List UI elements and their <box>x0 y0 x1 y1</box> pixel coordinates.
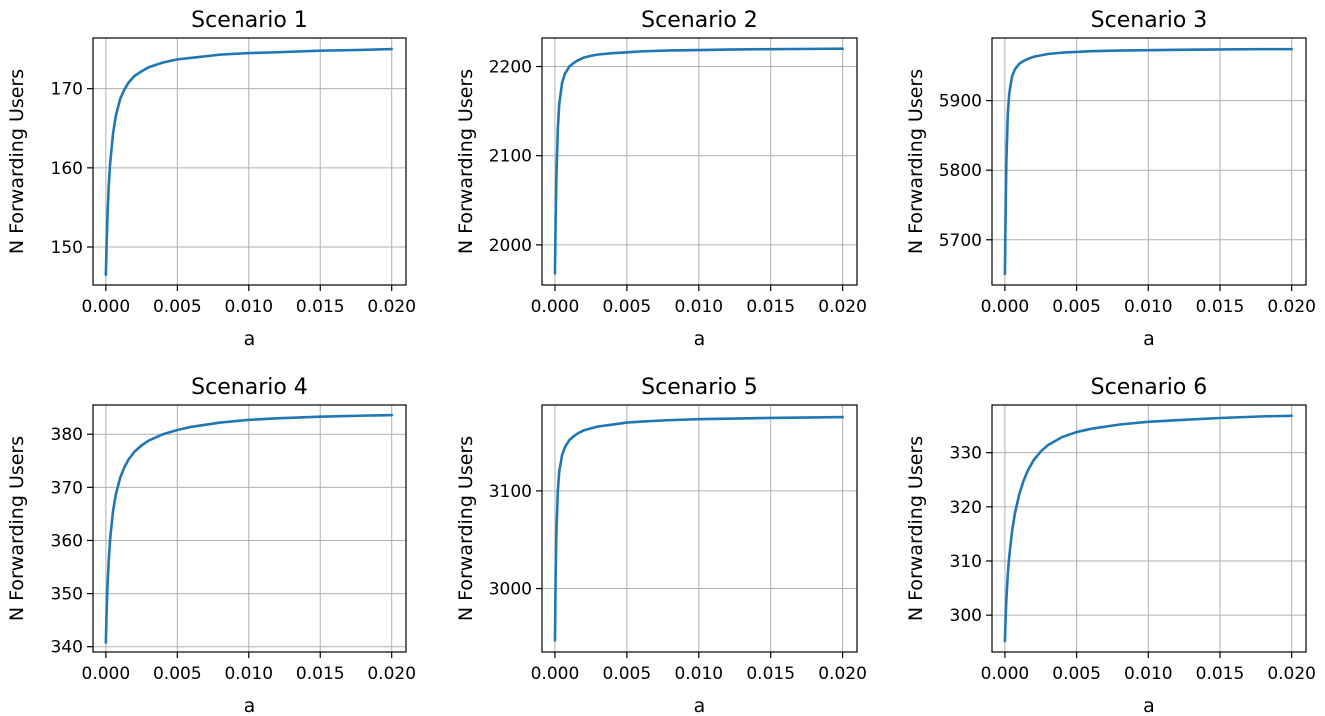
y-tick-label: 380 <box>51 425 83 445</box>
x-tick-label: 0.005 <box>1052 664 1101 684</box>
chart-title: Scenario 2 <box>641 8 758 33</box>
x-tick-label: 0.010 <box>224 664 273 684</box>
chart-title: Scenario 3 <box>1091 8 1208 33</box>
x-tick-label: 0.005 <box>153 297 202 317</box>
x-tick-label: 0.005 <box>153 664 202 684</box>
x-tick-label: 0.015 <box>746 297 795 317</box>
y-tick-label: 2200 <box>489 58 532 78</box>
axes-frame <box>541 37 858 286</box>
series-line <box>104 47 394 277</box>
subplot-1: 0.000 0.005 0.010 0.015 0.020 150 160 170 Scenar… <box>6 8 416 350</box>
y-tick-label: 330 <box>950 444 982 464</box>
y-tick-label: 150 <box>51 238 83 258</box>
x-axis-label: a <box>1143 695 1155 716</box>
y-tick-label: 350 <box>51 585 83 605</box>
x-tick-label: 0.015 <box>1196 664 1245 684</box>
x-tick-label: 0.020 <box>367 297 416 317</box>
axes-frame <box>991 37 1307 286</box>
x-tick-label: 0.010 <box>674 664 723 684</box>
x-tick-label: 0.000 <box>981 664 1030 684</box>
series-line <box>104 413 394 644</box>
y-tick-label: 370 <box>51 478 83 498</box>
x-tick-label: 0.010 <box>674 297 723 317</box>
x-axis-label: a <box>244 328 256 350</box>
x-axis-label: a <box>1143 328 1155 350</box>
subplot-4: 0.000 0.005 0.010 0.015 0.020 340 350 360 370 380… <box>6 375 416 716</box>
x-axis-label: a <box>244 695 256 716</box>
y-tick-label: 5700 <box>939 231 982 251</box>
y-tick-label: 160 <box>51 159 83 179</box>
y-tick-label: 2000 <box>489 236 532 256</box>
y-axis-label: N Forwarding Users <box>455 69 477 254</box>
y-axis-label: N Forwarding Users <box>6 69 28 254</box>
series-line <box>553 415 844 642</box>
x-tick-label: 0.020 <box>367 664 416 684</box>
chart-title: Scenario 1 <box>191 8 308 33</box>
x-tick-label: 0.005 <box>1052 297 1101 317</box>
axes-frame <box>92 404 407 653</box>
x-tick-label: 0.020 <box>1267 297 1316 317</box>
y-axis-label: N Forwarding Users <box>455 436 477 621</box>
y-tick-label: 3100 <box>489 482 532 502</box>
x-tick-label: 0.010 <box>1124 297 1173 317</box>
x-tick-label: 0.015 <box>296 297 345 317</box>
x-tick-label: 0.000 <box>82 664 131 684</box>
x-tick-label: 0.000 <box>981 297 1030 317</box>
y-tick-label: 2100 <box>489 147 532 167</box>
y-axis-label: N Forwarding Users <box>6 436 28 621</box>
y-tick-label: 340 <box>51 638 83 658</box>
x-tick-label: 0.015 <box>1196 297 1245 317</box>
x-tick-label: 0.010 <box>1124 664 1173 684</box>
chart-title: Scenario 5 <box>641 375 758 400</box>
x-tick-label: 0.010 <box>224 297 273 317</box>
subplot-6: 0.000 0.005 0.010 0.015 0.020 300 310 320 330 Sce… <box>905 375 1316 716</box>
axes-frame <box>541 404 858 653</box>
y-tick-label: 310 <box>950 552 982 572</box>
chart-title: Scenario 6 <box>1091 375 1208 400</box>
y-axis-label: N Forwarding Users <box>905 436 927 621</box>
y-tick-label: 360 <box>51 531 83 551</box>
x-axis-label: a <box>694 328 706 350</box>
subplot-2: 0.000 0.005 0.010 0.015 0.020 2000 2100 2200 Sce… <box>455 8 867 350</box>
subplot-3: 0.000 0.005 0.010 0.015 0.020 5700 5800 5900 Sce… <box>905 8 1316 350</box>
x-tick-label: 0.015 <box>296 664 345 684</box>
x-tick-label: 0.020 <box>1267 664 1316 684</box>
y-tick-label: 320 <box>950 498 982 518</box>
subplot-5: 0.000 0.005 0.010 0.015 0.020 3000 3100 Scenari… <box>455 375 867 716</box>
y-axis-label: N Forwarding Users <box>905 69 927 254</box>
x-tick-label: 0.000 <box>531 297 580 317</box>
series-line <box>553 47 844 275</box>
x-tick-label: 0.020 <box>818 664 867 684</box>
chart-title: Scenario 4 <box>191 375 308 400</box>
x-axis-label: a <box>694 695 706 716</box>
series-line <box>1003 414 1293 643</box>
series-line <box>1003 47 1293 276</box>
x-tick-label: 0.020 <box>818 297 867 317</box>
x-tick-label: 0.005 <box>603 664 652 684</box>
y-tick-label: 5900 <box>939 92 982 112</box>
y-tick-label: 3000 <box>489 580 532 600</box>
x-tick-label: 0.015 <box>746 664 795 684</box>
axes-frame <box>991 404 1307 653</box>
y-tick-label: 170 <box>51 80 83 100</box>
axes-frame <box>92 37 407 286</box>
y-tick-label: 5800 <box>939 161 982 181</box>
x-tick-label: 0.000 <box>82 297 131 317</box>
x-tick-label: 0.005 <box>603 297 652 317</box>
x-tick-label: 0.000 <box>531 664 580 684</box>
y-tick-label: 300 <box>950 606 982 626</box>
